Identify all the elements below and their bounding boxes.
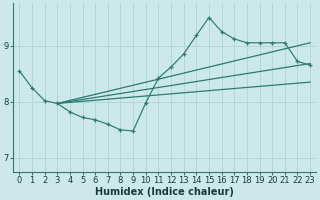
- X-axis label: Humidex (Indice chaleur): Humidex (Indice chaleur): [95, 187, 234, 197]
